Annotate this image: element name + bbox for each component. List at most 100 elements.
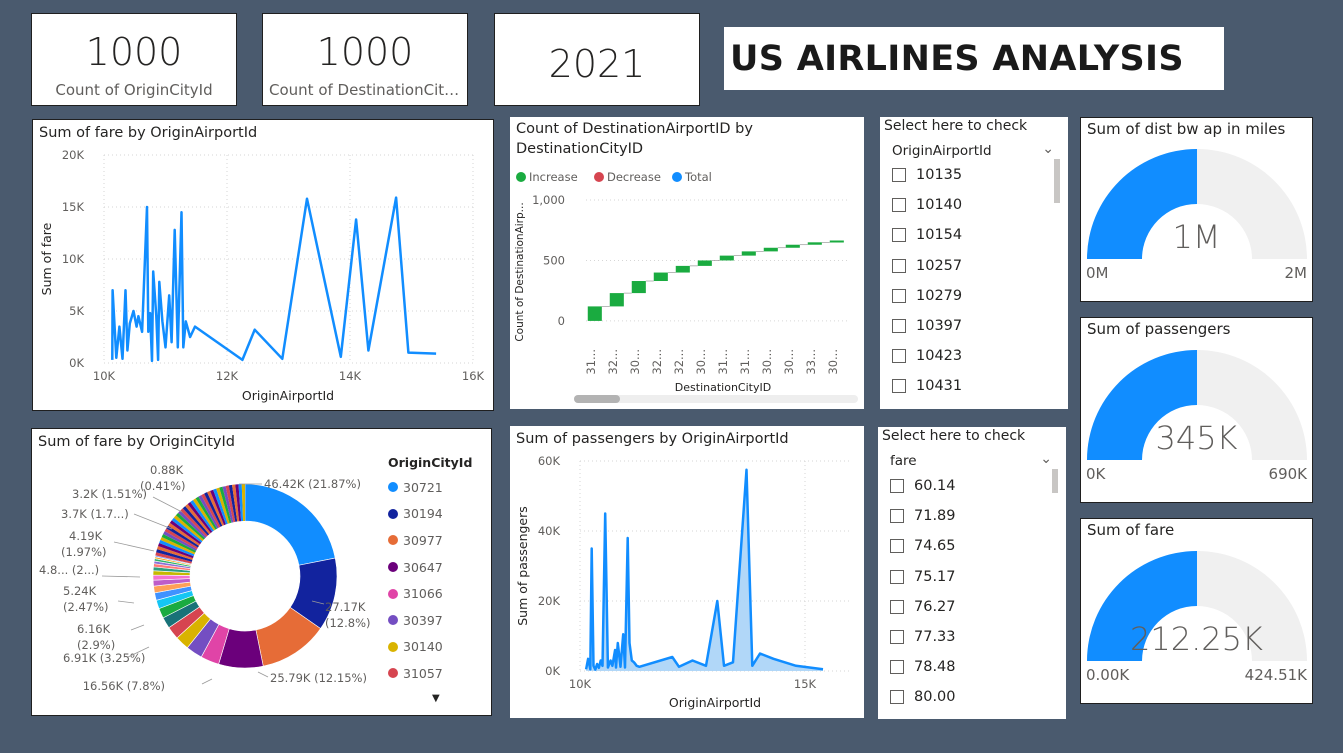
slicer-option[interactable]: 75.17 <box>890 566 956 588</box>
waterfall-bar <box>741 251 756 256</box>
waterfall-chart[interactable]: Count of DestinationAirportID by Destina… <box>510 117 864 409</box>
slicer-field: fare <box>890 453 917 469</box>
legend-scroll-arrow-icon[interactable]: ▼ <box>432 693 440 704</box>
checkbox[interactable] <box>890 630 904 644</box>
gauge-distance[interactable]: Sum of dist bw ap in miles 1M 0M 2M <box>1080 117 1313 302</box>
legend-item[interactable]: 31057 <box>388 660 472 687</box>
horizontal-scrollbar-track <box>574 395 858 403</box>
donut-slice <box>210 489 226 526</box>
leader-line <box>152 496 183 513</box>
legend-item[interactable]: 30194 <box>388 501 472 528</box>
kpi-card-origin-count: 1000 Count of OriginCityId <box>31 13 237 106</box>
checkbox[interactable] <box>890 660 904 675</box>
chevron-down-icon[interactable]: ⌄ <box>1040 451 1052 467</box>
checkbox[interactable] <box>890 690 904 705</box>
donut-data-label: (2.9%) <box>77 638 115 652</box>
slicer-option[interactable]: 10140 <box>892 194 962 216</box>
checkbox[interactable] <box>892 349 906 364</box>
donut-slice <box>219 486 232 524</box>
slicer-option-label: 78.48 <box>914 659 956 676</box>
legend-item[interactable]: 30140 <box>388 634 472 661</box>
donut-data-label: 4.19K <box>69 529 103 543</box>
legend-item[interactable]: 30721 <box>388 474 472 501</box>
donut-slice <box>204 492 223 527</box>
x-tick-label: 30... <box>826 349 840 375</box>
checkbox[interactable] <box>892 258 906 273</box>
gauge-passengers[interactable]: Sum of passengers 345K 0K 690K <box>1080 317 1313 503</box>
slicer-origin-airport[interactable]: Select here to check OriginAirportId ⌄ 1… <box>880 117 1068 409</box>
chevron-down-icon[interactable]: ⌄ <box>1042 141 1054 157</box>
gauge-fare[interactable]: Sum of fare 212.25K 0.00K 424.51K <box>1080 518 1313 704</box>
passengers-series-line <box>584 468 824 671</box>
donut-slice <box>180 508 208 537</box>
checkbox[interactable] <box>890 569 904 584</box>
x-tick-label: 30... <box>694 349 708 375</box>
slicer-option-label: 75.17 <box>914 568 956 585</box>
legend-item[interactable]: 30397 <box>388 607 472 634</box>
slicer-option-label: 10257 <box>916 257 963 274</box>
legend-label: 30194 <box>403 506 443 522</box>
slicer-option[interactable]: 10135 <box>892 164 962 186</box>
waterfall-bar <box>653 272 668 282</box>
slicer-option[interactable]: 76.27 <box>890 596 956 618</box>
checkbox[interactable] <box>892 319 906 333</box>
donut-data-label: (12.8%) <box>325 616 371 630</box>
x-tick-label: 32... <box>606 349 620 375</box>
slicer-option[interactable]: 78.48 <box>890 656 956 678</box>
legend-dot <box>388 668 398 679</box>
fare-line-svg: 0K 5K 10K 15K 20K 10K 12K 14K 16K OriginAirportId… <box>39 148 485 403</box>
checkbox[interactable] <box>892 198 906 213</box>
slicer-option[interactable]: 10423 <box>892 345 962 367</box>
slicer-option[interactable]: 71.89 <box>890 505 956 527</box>
checkbox[interactable] <box>890 539 904 554</box>
slicer-option[interactable]: 74.65 <box>890 535 956 557</box>
kpi-value: 2021 <box>548 42 646 86</box>
slicer-option[interactable]: 10431 <box>892 375 962 397</box>
slicer-option[interactable]: 10279 <box>892 285 962 307</box>
checkbox[interactable] <box>892 379 906 394</box>
donut-slice <box>207 490 225 526</box>
legend-item[interactable]: 31066 <box>388 580 472 607</box>
y-tick-label: 20K <box>62 148 85 162</box>
donut-slice <box>154 555 192 565</box>
gauge-min: 0M <box>1086 264 1109 282</box>
fare-donut-chart[interactable]: Sum of fare by OriginCityId 46.42K (21.8… <box>31 428 492 716</box>
chart-title: Count of DestinationAirportID by Destina… <box>516 121 753 157</box>
checkbox[interactable] <box>890 509 904 524</box>
slicer-scrollbar[interactable] <box>1054 159 1060 203</box>
fare-line-chart[interactable]: Sum of fare by OriginAirportId 0K 5K 10K 15… <box>32 119 494 411</box>
x-axis-title: OriginAirportId <box>669 695 761 710</box>
slicer-option[interactable]: 77.33 <box>890 626 956 648</box>
checkbox[interactable] <box>892 288 906 303</box>
waterfall-bar <box>785 244 800 248</box>
donut-data-label: 27.17K <box>325 600 366 614</box>
donut-slice <box>228 484 238 522</box>
waterfall-bar <box>587 306 602 321</box>
slicer-fare[interactable]: Select here to check fare ⌄ 60.14 71.89 74… <box>878 427 1066 719</box>
slicer-option[interactable]: 80.00 <box>890 686 956 708</box>
legend-dot <box>388 615 398 626</box>
gauge-min: 0K <box>1086 465 1106 483</box>
y-tick-label: 1,000 <box>532 193 565 207</box>
chart-title: Sum of passengers by OriginAirportId <box>516 431 789 447</box>
checkbox[interactable] <box>890 599 904 614</box>
donut-data-label: 4.8... (2...) <box>39 563 99 577</box>
checkbox[interactable] <box>892 168 906 182</box>
horizontal-scrollbar-thumb <box>574 395 620 403</box>
checkbox[interactable] <box>892 228 906 243</box>
legend-item[interactable]: 30647 <box>388 554 472 581</box>
slicer-option[interactable]: 10154 <box>892 224 962 246</box>
donut-slice <box>190 500 214 532</box>
kpi-card-destination-count: 1000 Count of DestinationCityId <box>262 13 468 106</box>
donut-slice <box>157 546 194 560</box>
slicer-option[interactable]: 10257 <box>892 255 962 277</box>
slicer-option[interactable]: 10397 <box>892 315 962 337</box>
slicer-scrollbar[interactable] <box>1052 469 1058 493</box>
slicer-option[interactable]: 60.14 <box>890 475 956 497</box>
y-axis-title: Count of DestinationAirp... <box>514 202 526 341</box>
passengers-area-chart[interactable]: Sum of passengers by OriginAirportId 0K 2… <box>510 426 864 718</box>
legend-item[interactable]: 30977 <box>388 527 472 554</box>
checkbox[interactable] <box>890 479 904 493</box>
gauge-arc <box>1087 149 1307 259</box>
legend-dot <box>388 508 398 519</box>
